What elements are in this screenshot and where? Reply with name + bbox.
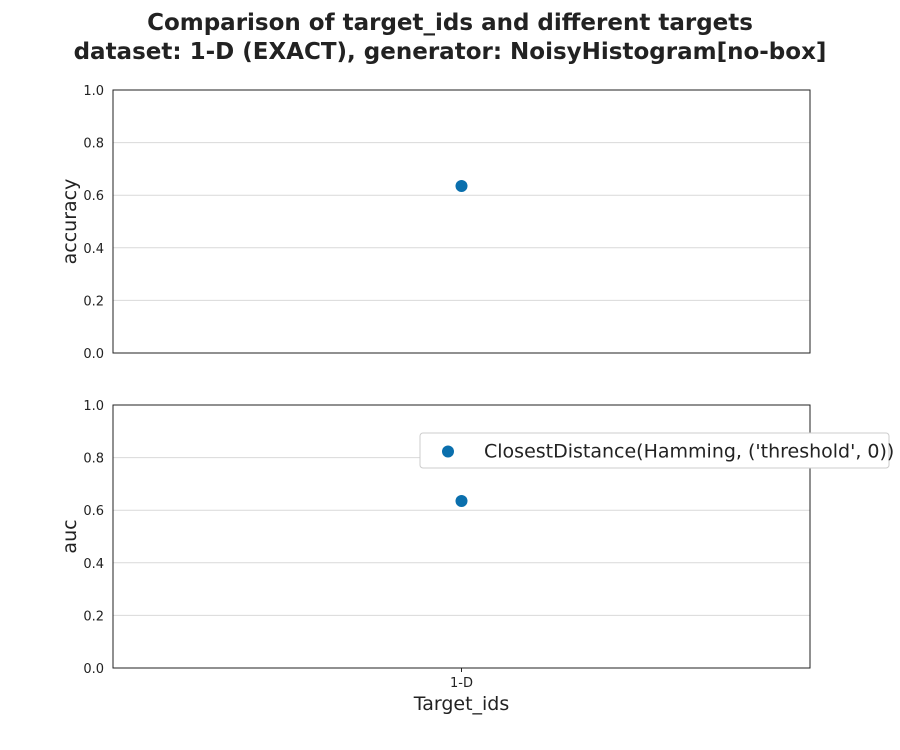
panel-1-y-axis-label: accuracy (59, 179, 81, 265)
panel-2-y-tick-label: 1.0 (83, 399, 104, 414)
panel-2-y-tick-label: 0.2 (83, 609, 104, 624)
panel-2-legend-box (419, 432, 890, 469)
panel-1-y-tick-label: 0.6 (83, 189, 104, 204)
panel-2-x-axis-label: Target_ids (413, 693, 510, 715)
panel-1-y-tick-label: 1.0 (83, 84, 104, 99)
panel-1-axes-frame (112, 89, 811, 354)
panel-1-y-tick-label: 0.2 (83, 294, 104, 309)
panel-2-x-tick-label: 1-D (450, 676, 473, 691)
panel-1-y-tick-label: 0.0 (83, 347, 104, 362)
panel-2-data-point (455, 494, 468, 507)
panel-2-legend-marker (442, 445, 454, 458)
panel-2-y-tick-label: 0.4 (83, 557, 104, 572)
panel-1-y-tick-label: 0.4 (83, 242, 104, 257)
figure-title-line-1: Comparison of target_ids and different t… (147, 10, 753, 36)
panel-1-data-point (455, 179, 468, 192)
panel-2-y-tick-label: 0.0 (83, 662, 104, 677)
panel-2-legend-label: ClosestDistance(Hamming, ('threshold', 0… (484, 441, 894, 463)
panel-2-y-tick-label: 0.6 (83, 504, 104, 519)
panel-1-y-tick-label: 0.8 (83, 137, 104, 152)
figure-title: Comparison of target_ids and different t… (0, 9, 900, 67)
panel-2-y-tick-label: 0.8 (83, 452, 104, 467)
panel-2-y-axis-label: auc (59, 519, 81, 553)
figure-title-line-2: dataset: 1-D (EXACT), generator: NoisyHi… (73, 39, 827, 65)
